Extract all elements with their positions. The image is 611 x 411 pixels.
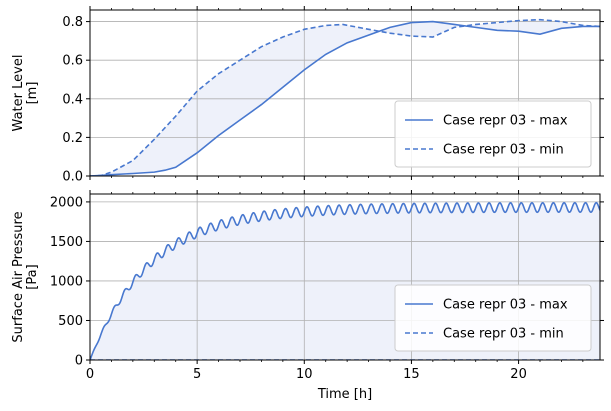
legend-box bbox=[394, 100, 592, 168]
legend-label-min: Case repr 03 - min bbox=[443, 327, 564, 342]
x-tick-label: 5 bbox=[193, 367, 201, 382]
y-tick-label: 0 bbox=[75, 354, 83, 369]
legend: Case repr 03 - max Case repr 03 - min bbox=[394, 100, 592, 168]
axes-frame bbox=[89, 193, 601, 361]
y-axis-label-line2: [m] bbox=[25, 82, 40, 105]
legend-label-max: Case repr 03 - max bbox=[443, 114, 568, 129]
y-tick-label: 2000 bbox=[50, 195, 83, 210]
legend: Case repr 03 - max Case repr 03 - min bbox=[394, 284, 592, 352]
series-line-max bbox=[90, 201, 600, 360]
x-tick-label: 15 bbox=[403, 367, 420, 382]
y-tick-label: 0.0 bbox=[62, 170, 83, 185]
series-line-max bbox=[90, 20, 600, 176]
y-tick-label: 1500 bbox=[50, 235, 83, 250]
legend-label-min: Case repr 03 - min bbox=[443, 143, 564, 158]
subplot-2: 0 5 10 15 20 0 500 1000 1500 2000 Surface Air Pres… bbox=[11, 190, 604, 402]
series-line-min bbox=[90, 18, 600, 176]
y-tick-label: 0.6 bbox=[62, 54, 83, 69]
x-tick-label: 20 bbox=[510, 367, 527, 382]
y-axis-label-line2: [Pa] bbox=[25, 264, 40, 289]
x-tick-label: 0 bbox=[86, 367, 94, 382]
y-tick-label: 500 bbox=[58, 314, 83, 329]
axes-frame bbox=[89, 9, 601, 177]
y-axis-label-line1: Surface Air Pressure bbox=[11, 211, 26, 342]
x-axis-label: Time [h] bbox=[317, 387, 372, 402]
y-tick-label: 0.8 bbox=[62, 15, 83, 30]
y-axis-label-line1: Water Level bbox=[11, 55, 26, 132]
legend-label-max: Case repr 03 - max bbox=[443, 298, 568, 313]
y-tick-label: 0.2 bbox=[62, 131, 83, 146]
subplot-1: 0.0 0.2 0.4 0.6 0.8 Water Level[m] Case repr 0… bbox=[11, 6, 604, 185]
y-tick-label: 0.4 bbox=[62, 92, 83, 107]
legend-box bbox=[394, 284, 592, 352]
y-axis-label: Surface Air Pressure[Pa] bbox=[11, 211, 40, 342]
x-tick-label: 10 bbox=[296, 367, 313, 382]
y-axis-label: Water Level[m] bbox=[11, 55, 40, 132]
y-tick-label: 1000 bbox=[50, 274, 83, 289]
